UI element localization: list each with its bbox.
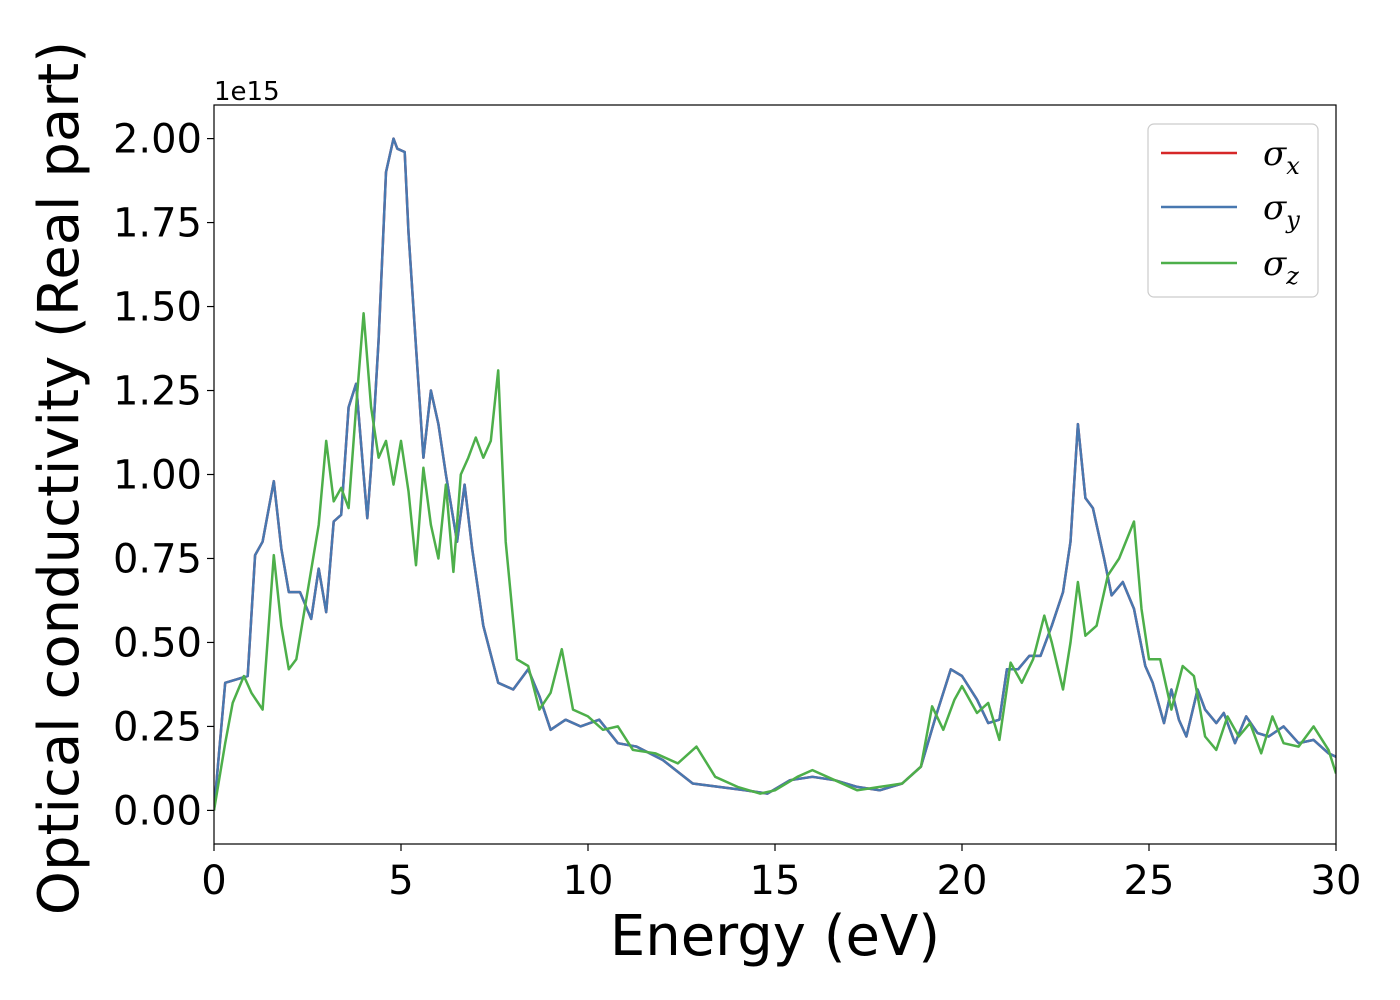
legend-box	[1147, 123, 1319, 298]
y-tick-label: 2.00	[113, 117, 202, 163]
y-offset-label: 1e15	[214, 77, 280, 107]
x-axis-title: Energy (eV)	[610, 904, 940, 969]
x-tick-label: 10	[563, 858, 614, 904]
y-tick-label: 0.75	[113, 536, 202, 582]
y-axis-title: Optical conductivity (Real part)	[27, 41, 92, 915]
y-tick-label: 0.50	[113, 620, 202, 666]
y-tick-label: 1.75	[113, 201, 202, 247]
x-tick-label: 20	[937, 858, 988, 904]
y-tick-label: 0.00	[113, 788, 202, 834]
x-axis: 0 5 10 15 20 25 30	[201, 844, 1361, 904]
x-tick-label: 15	[750, 858, 801, 904]
x-tick-label: 0	[201, 858, 226, 904]
y-tick-label: 1.50	[113, 285, 202, 331]
y-axis: 0.00 0.25 0.50 0.75 1.00 1.25 1.50 1.75 2.00	[113, 117, 214, 834]
y-tick-label: 1.00	[113, 453, 202, 499]
series-line-z	[214, 312, 1336, 811]
series-layer	[214, 137, 1336, 811]
x-tick-label: 5	[388, 858, 413, 904]
y-tick-label: 0.25	[113, 704, 202, 750]
x-tick-label: 25	[1124, 858, 1175, 904]
y-tick-label: 1.25	[113, 369, 202, 415]
series-line-y	[214, 137, 1336, 811]
x-tick-label: 30	[1311, 858, 1362, 904]
